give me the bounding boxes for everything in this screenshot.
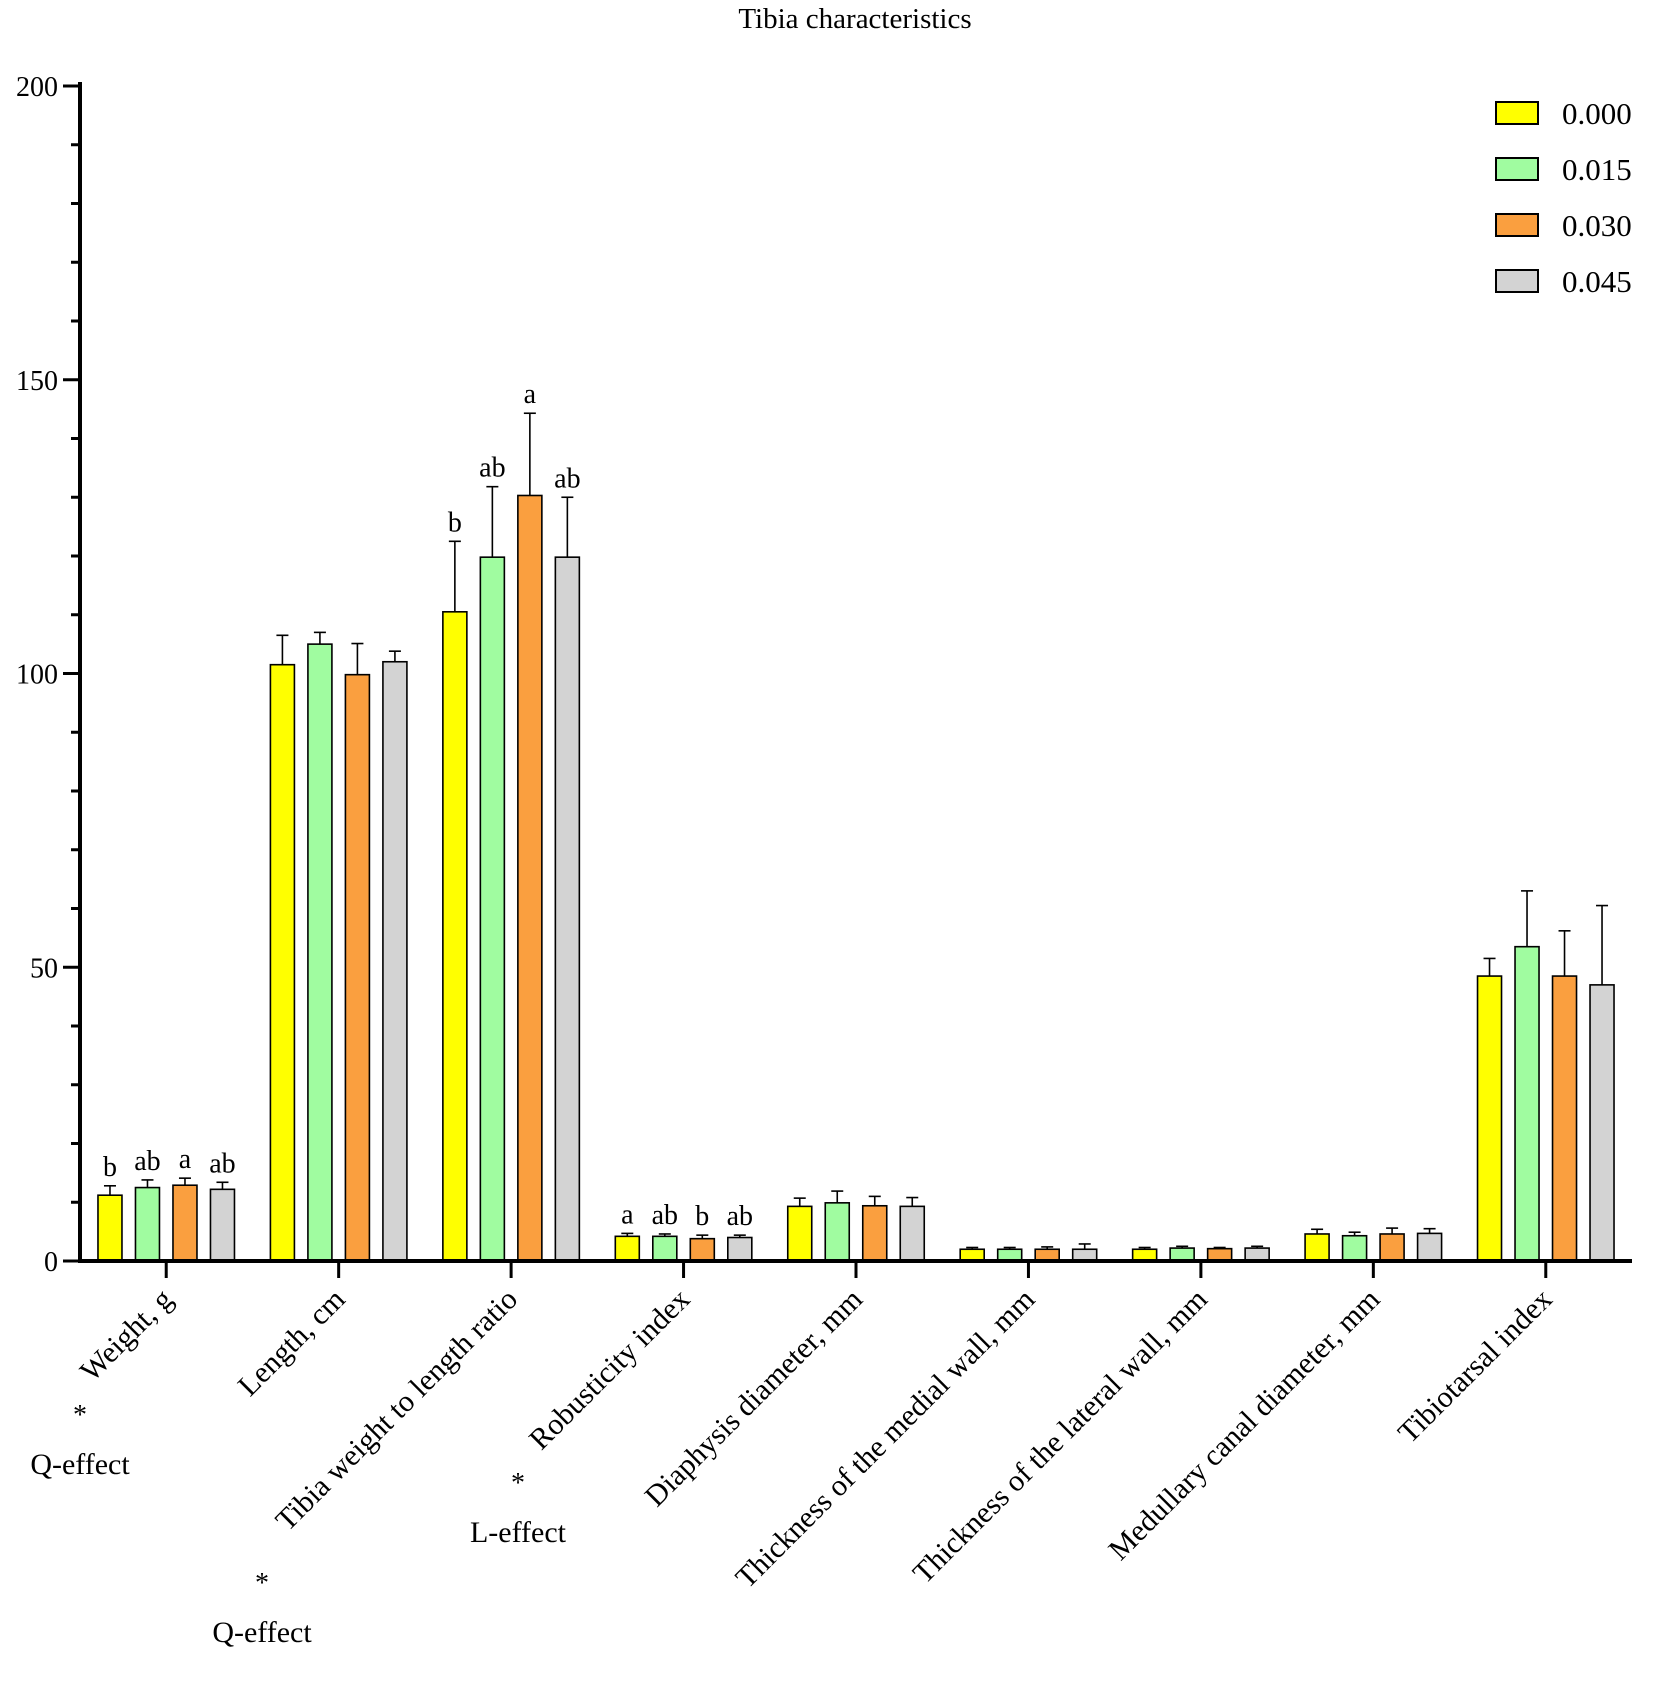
effect-label: Q-effect: [212, 1616, 312, 1649]
legend-label: 0.045: [1562, 264, 1632, 299]
significance-letter: ab: [209, 1148, 235, 1179]
significance-letter: b: [448, 507, 462, 538]
legend-swatch: [1495, 213, 1539, 237]
bar: [1551, 975, 1578, 1262]
effect-star: *: [511, 1468, 525, 1499]
legend-label: 0.015: [1562, 152, 1632, 187]
legend: 0.000 0.015 0.030 0.045: [1495, 96, 1632, 299]
bar: [97, 1194, 123, 1262]
bar: [382, 660, 408, 1262]
bar: [1341, 1234, 1368, 1262]
effect-label: Q-effect: [30, 1448, 130, 1481]
legend-swatch: [1495, 101, 1539, 125]
x-tick-label: Thickness of the lateral wall, mm: [907, 1283, 1214, 1590]
legend-label: 0.030: [1562, 208, 1632, 243]
chart-title: Tibia characteristics: [738, 3, 971, 35]
effect-star: *: [255, 1568, 269, 1599]
bar: [1379, 1233, 1405, 1262]
y-tick-label: 150: [16, 366, 58, 397]
legend-swatch: [1495, 157, 1539, 181]
bar: [479, 556, 506, 1262]
x-tick-label: Robusticity index: [523, 1283, 697, 1457]
bar: [209, 1188, 236, 1262]
bar: [614, 1235, 641, 1262]
x-tick-label: Length, cm: [232, 1283, 352, 1403]
bar: [269, 663, 296, 1262]
bar: [1304, 1233, 1330, 1262]
bar: [442, 611, 468, 1262]
bar: [727, 1236, 753, 1262]
bar: [786, 1205, 813, 1262]
bar: [824, 1202, 851, 1262]
bar: [344, 673, 371, 1262]
significance-letter: a: [524, 379, 537, 410]
significance-letter: a: [179, 1144, 192, 1175]
bar: [134, 1186, 161, 1262]
bar: [1514, 945, 1540, 1262]
bar: [1589, 984, 1615, 1262]
x-tick-label: Thickness of the medial wall, mm: [729, 1283, 1041, 1595]
bar: [861, 1204, 888, 1262]
bar: [689, 1237, 716, 1262]
bar: [1416, 1232, 1443, 1262]
bar: [307, 643, 333, 1262]
significance-letter: a: [621, 1199, 634, 1230]
y-tick-label: 0: [44, 1247, 58, 1278]
x-tick-label: Medullary canal diameter, mm: [1102, 1283, 1386, 1567]
bar: [1476, 975, 1503, 1262]
bar: [652, 1235, 678, 1262]
y-tick-label: 50: [30, 953, 58, 984]
y-tick-label: 100: [16, 660, 58, 691]
bar: [899, 1205, 926, 1262]
significance-letter: b: [695, 1201, 709, 1232]
bar: [172, 1184, 198, 1262]
x-tick-label: Tibiotarsal index: [1392, 1283, 1559, 1450]
significance-letter: ab: [554, 463, 580, 494]
y-tick-label: 200: [16, 72, 58, 103]
significance-letter: ab: [727, 1201, 753, 1232]
legend-label: 0.000: [1562, 96, 1632, 131]
effect-star: *: [73, 1400, 87, 1431]
significance-letter: ab: [652, 1200, 678, 1231]
bars-layer: [97, 412, 1615, 1262]
bar: [517, 494, 543, 1262]
x-tick-label: Weight, g: [74, 1283, 179, 1388]
significance-letter: ab: [479, 453, 505, 484]
significance-letter: b: [103, 1152, 117, 1183]
effect-label: L-effect: [470, 1516, 567, 1549]
significance-letter: ab: [134, 1146, 160, 1177]
bar: [554, 556, 581, 1262]
legend-swatch: [1495, 269, 1539, 293]
